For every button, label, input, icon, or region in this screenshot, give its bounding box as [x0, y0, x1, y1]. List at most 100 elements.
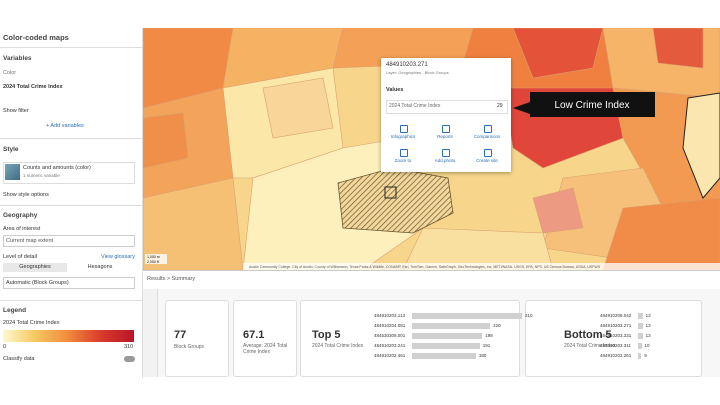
- row-value: 220: [493, 323, 501, 328]
- popup-title: 484910203.271: [386, 62, 428, 68]
- row-value: 9: [644, 353, 647, 358]
- row-value: 13: [645, 333, 651, 338]
- row-value: 310: [525, 313, 533, 318]
- popup-action[interactable]: Zoom to: [394, 158, 412, 163]
- tab[interactable]: Geographies: [3, 263, 67, 272]
- popup-section: Values: [386, 87, 404, 93]
- section-header[interactable]: Style: [3, 146, 19, 153]
- row-value: 10: [644, 343, 650, 348]
- action-icon: [484, 149, 492, 157]
- section-header[interactable]: Legend: [3, 307, 27, 314]
- row-id: 484530309.001: [374, 333, 406, 338]
- row-id: 484910206.042: [600, 313, 632, 318]
- row-bar: [412, 313, 522, 319]
- callout: Low Crime Index: [513, 92, 655, 117]
- card: [233, 300, 297, 377]
- level-select[interactable]: Automatic (Block Groups): [3, 277, 135, 289]
- attribution: Austin Community College, City of Austin…: [249, 265, 601, 269]
- style-title: Counts and amounts (color): [23, 165, 91, 171]
- row-value: 13: [645, 313, 651, 318]
- average-value: 67.1: [243, 329, 265, 341]
- count-value: 77: [174, 329, 187, 341]
- card: [300, 300, 520, 377]
- card: [525, 300, 702, 377]
- row-bar: [412, 333, 483, 339]
- legend-variable: 2024 Total Crime Index: [3, 320, 60, 326]
- divider: [143, 270, 720, 271]
- panel-title: Color-coded maps: [3, 33, 69, 42]
- count-label: Block Groups: [174, 344, 205, 350]
- action-icon: [442, 149, 450, 157]
- row-id: 484910203.113: [374, 313, 405, 318]
- action-icon: [484, 125, 492, 133]
- attribution-bar: [243, 263, 720, 270]
- breadcrumb[interactable]: Results > Summary: [147, 276, 196, 282]
- glossary-link[interactable]: View glossary: [101, 254, 135, 260]
- scale-bar: [145, 254, 167, 264]
- row-bar: [638, 343, 642, 349]
- action-icon: [442, 125, 450, 133]
- action-icon: [400, 125, 408, 133]
- average-label: Average: 2024 Total Crime Index: [243, 343, 288, 355]
- row-id: 484910203.241: [374, 343, 406, 348]
- row-value: 13: [645, 323, 651, 328]
- row-id: 484910202.461: [374, 353, 406, 358]
- area-input[interactable]: Current map extent: [3, 235, 135, 247]
- show-filter[interactable]: Show filter: [3, 108, 29, 114]
- selected-block[interactable]: [384, 186, 397, 199]
- tab[interactable]: Hexagons: [87, 264, 113, 270]
- popup-action[interactable]: Infographics: [390, 134, 416, 139]
- row-bar: [638, 353, 642, 359]
- style-card[interactable]: [3, 162, 135, 184]
- popup-value: 29: [497, 103, 503, 109]
- popup-action[interactable]: Reports: [437, 134, 453, 139]
- classify-label: Classify data: [3, 356, 35, 362]
- row-bar: [412, 343, 480, 349]
- row-bar: [638, 333, 643, 339]
- variable[interactable]: 2024 Total Crime Index: [3, 84, 63, 90]
- row-id: 484910204.081: [374, 323, 406, 328]
- row-bar: [638, 313, 643, 319]
- popup-layer: Layer: Geographies - Block Groups: [386, 70, 449, 75]
- card: [165, 300, 229, 377]
- row-bar: [638, 323, 643, 329]
- action-icon: [400, 149, 408, 157]
- row-bar: [412, 323, 491, 329]
- style-icon: [5, 164, 20, 180]
- top-title: Top 5: [312, 329, 341, 341]
- style-options[interactable]: Show style options: [3, 192, 49, 198]
- label: Area of interest: [3, 226, 41, 232]
- row-id: 484910203.331: [600, 333, 632, 338]
- legend-ramp: [3, 330, 134, 342]
- row-value: 198: [485, 333, 493, 338]
- section-header[interactable]: Geography: [3, 212, 38, 219]
- bottom-title: Bottom 5: [564, 329, 612, 341]
- scale-label: 1,000 m: [147, 255, 160, 259]
- style-sub: 1 numeric variable: [23, 173, 60, 178]
- toggle[interactable]: [124, 356, 135, 362]
- label: Color: [3, 70, 17, 76]
- callout-text: Low Crime Index: [554, 100, 629, 111]
- row-value: 191: [482, 343, 491, 348]
- row-id: 484910203.271: [600, 323, 632, 328]
- add-variables[interactable]: + Add variables: [46, 123, 84, 129]
- section-header[interactable]: Variables: [3, 55, 32, 62]
- sidebar: [0, 28, 143, 378]
- popup-action[interactable]: Create site: [476, 158, 498, 163]
- popup: [381, 58, 511, 172]
- top-label: 2024 Total Crime Index: [312, 343, 364, 349]
- popup-action[interactable]: Add photo: [434, 158, 456, 163]
- popup-row: [386, 100, 508, 114]
- popup-action[interactable]: Comparisons: [473, 134, 501, 139]
- results-toolbar: [143, 289, 158, 377]
- row-id: 484910202.261: [600, 353, 632, 358]
- row-value: 180: [478, 353, 487, 358]
- popup-variable: 2024 Total Crime Index: [389, 103, 441, 109]
- row-bar: [412, 353, 476, 359]
- legend-min: 0: [3, 344, 7, 350]
- legend-max: 310: [124, 344, 134, 350]
- label: Level of detail: [3, 254, 37, 260]
- bottom-label: 2024 Total Crime Index: [564, 343, 616, 349]
- scale-label: 2,000 ft: [147, 260, 159, 264]
